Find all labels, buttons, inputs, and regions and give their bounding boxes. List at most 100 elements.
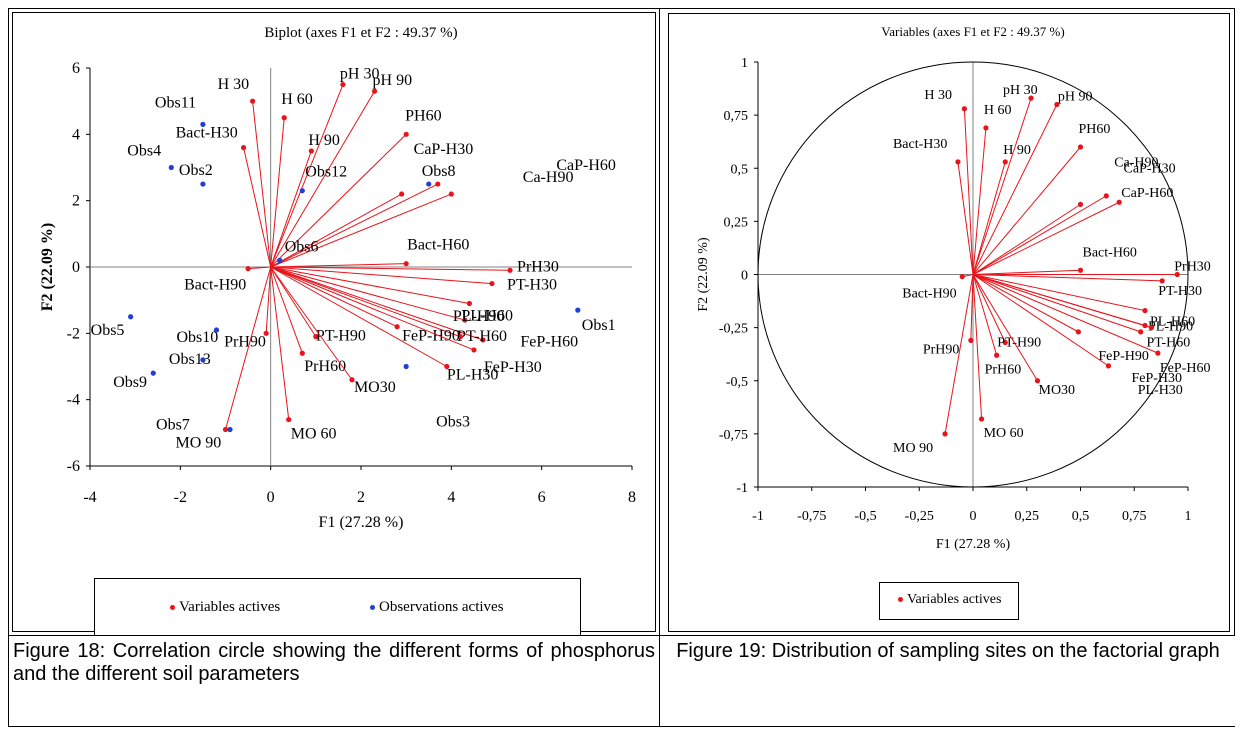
- biplot-vector-line: [225, 266, 272, 430]
- biplot-observation-point: [213, 327, 220, 333]
- biplot-variable-label: H 30: [218, 76, 250, 93]
- biplot-variable-label: H 90: [308, 132, 340, 149]
- circle-y-tick-label: 0,5: [731, 162, 749, 177]
- biplot-vector-line: [270, 266, 470, 304]
- biplot-vector-line: [270, 183, 439, 268]
- legend-marker-observations: [370, 605, 375, 611]
- circle-variable-label: Ca-H90: [1114, 155, 1158, 170]
- circle-variable-label: PrH60: [985, 362, 1022, 377]
- chart-frame-circle: [668, 13, 1230, 632]
- biplot-y-tick-label: -2: [67, 325, 80, 342]
- biplot-variable-point: [466, 300, 472, 307]
- biplot-variable-label: MO30: [354, 379, 396, 396]
- biplot-variable-label: PrH90: [224, 333, 266, 350]
- circle-variable-point: [961, 106, 968, 112]
- biplot-observation-label: Obs9: [113, 374, 147, 391]
- biplot-observation-label: Obs12: [305, 164, 347, 181]
- biplot-y-tick-label: -4: [67, 392, 80, 409]
- circle-x-tick-label: 1: [1185, 509, 1192, 524]
- biplot-vector-line: [270, 84, 344, 268]
- circle-vector-line: [972, 104, 1058, 275]
- biplot-vector-line: [270, 266, 290, 420]
- biplot-variable-label: MO 60: [291, 426, 337, 443]
- figure-cell-right: [659, 8, 1235, 636]
- biplot-variable-label: PT-H60: [457, 328, 507, 345]
- biplot-variable-label: PT-H90: [316, 328, 366, 345]
- biplot-variable-label: PL-H60: [461, 307, 513, 324]
- circle-x-tick-label: -0,25: [905, 509, 934, 524]
- biplot-variable-label: Ca-H90: [523, 169, 574, 186]
- biplot-variable-point: [349, 377, 355, 383]
- circle-variable-point: [1142, 308, 1148, 314]
- biplot-vector-line: [270, 150, 312, 268]
- circle-vector-line: [963, 108, 974, 275]
- circle-variable-label: PrH30: [1174, 260, 1211, 275]
- biplot-observation-point: [128, 314, 134, 320]
- biplot-vector-line: [270, 193, 402, 268]
- biplot-variable-label: PH60: [405, 107, 441, 124]
- legend-label-variables: Variables actives: [179, 599, 281, 615]
- circle-variable-label: MO 60: [984, 426, 1024, 441]
- circle-y-tick-label: 0,75: [724, 109, 749, 124]
- biplot-y-tick-label: 0: [72, 259, 80, 276]
- circle-y-tick-label: -0,25: [719, 322, 748, 337]
- circle-variable-label: H 60: [984, 103, 1012, 118]
- circle-vector-line: [972, 274, 1141, 333]
- biplot-variable-label: CaP-H60: [556, 157, 616, 174]
- biplot-variable-point: [462, 317, 468, 323]
- figure-cell-left: [8, 8, 660, 636]
- biplot-vector-line: [270, 133, 407, 268]
- biplot-observation-point: [426, 181, 432, 187]
- circle-variable-point: [1075, 329, 1081, 335]
- biplot-y-tick-label: 4: [72, 126, 80, 143]
- biplot-variable-point: [371, 88, 378, 94]
- circle-x-tick-label: 0: [970, 509, 977, 524]
- biplot-variable-label: FeP-H30: [484, 359, 542, 376]
- circle-x-tick-label: 0,75: [1122, 509, 1147, 524]
- biplot-variable-point: [507, 267, 513, 273]
- biplot-observation-point: [200, 121, 206, 127]
- biplot-variable-point: [403, 261, 409, 267]
- legend-item-variables: Variables actives: [170, 599, 280, 616]
- biplot-observation-label: Obs2: [179, 162, 213, 179]
- circle-variable-point: [1034, 378, 1041, 384]
- biplot-y-label: F2 (22.09 %): [39, 223, 56, 311]
- biplot-variable-point: [240, 145, 247, 151]
- biplot-variable-label: MO 90: [176, 435, 222, 452]
- biplot-variable-label: FeP-H90: [402, 328, 460, 345]
- biplot-variable-label: FeP-H60: [520, 334, 578, 351]
- biplot-vector-line: [270, 266, 353, 381]
- circle-variable-label: FeP-H60: [1160, 361, 1211, 376]
- circle-variable-label: H 30: [924, 88, 952, 103]
- legend-biplot: Variables actives Observations actives: [94, 578, 581, 636]
- biplot-vector-line: [270, 266, 466, 321]
- biplot-variable-point: [245, 266, 251, 272]
- biplot-variable-point: [340, 81, 346, 88]
- circle-variable-label: FeP-H90: [1098, 349, 1149, 364]
- circle-variable-label: pH 90: [1058, 90, 1093, 105]
- legend-label-variables-circle: Variables actives: [907, 592, 1002, 607]
- biplot-variable-point: [299, 350, 305, 356]
- legend-item-variables-circle: Variables actives: [898, 592, 1001, 608]
- biplot-y-tick-label: -6: [67, 458, 80, 475]
- biplot-vector-line: [270, 193, 452, 268]
- biplot-variable-point: [286, 416, 292, 423]
- biplot-variable-label: pH 90: [373, 72, 413, 89]
- circle-variable-label: PH60: [1079, 122, 1111, 137]
- biplot-y-tick-label: 2: [72, 193, 80, 210]
- biplot-vector-line: [270, 266, 461, 338]
- circle-x-tick-label: 0,5: [1072, 509, 1090, 524]
- circle-variable-point: [959, 274, 965, 280]
- biplot-variable-label: Bact-H30: [176, 125, 238, 142]
- circle-variable-label: PL-H60: [1150, 315, 1195, 330]
- circle-vector-line: [972, 146, 1081, 275]
- biplot-vector-line: [270, 266, 511, 271]
- biplot-variable-point: [457, 334, 463, 340]
- correlation-circle: [757, 61, 1189, 488]
- biplot-variable-point: [403, 131, 409, 137]
- biplot-observation-label: Obs3: [436, 414, 470, 431]
- biplot-variable-point: [308, 148, 314, 154]
- circle-variable-point: [1116, 199, 1122, 205]
- biplot-vector-line: [270, 263, 407, 268]
